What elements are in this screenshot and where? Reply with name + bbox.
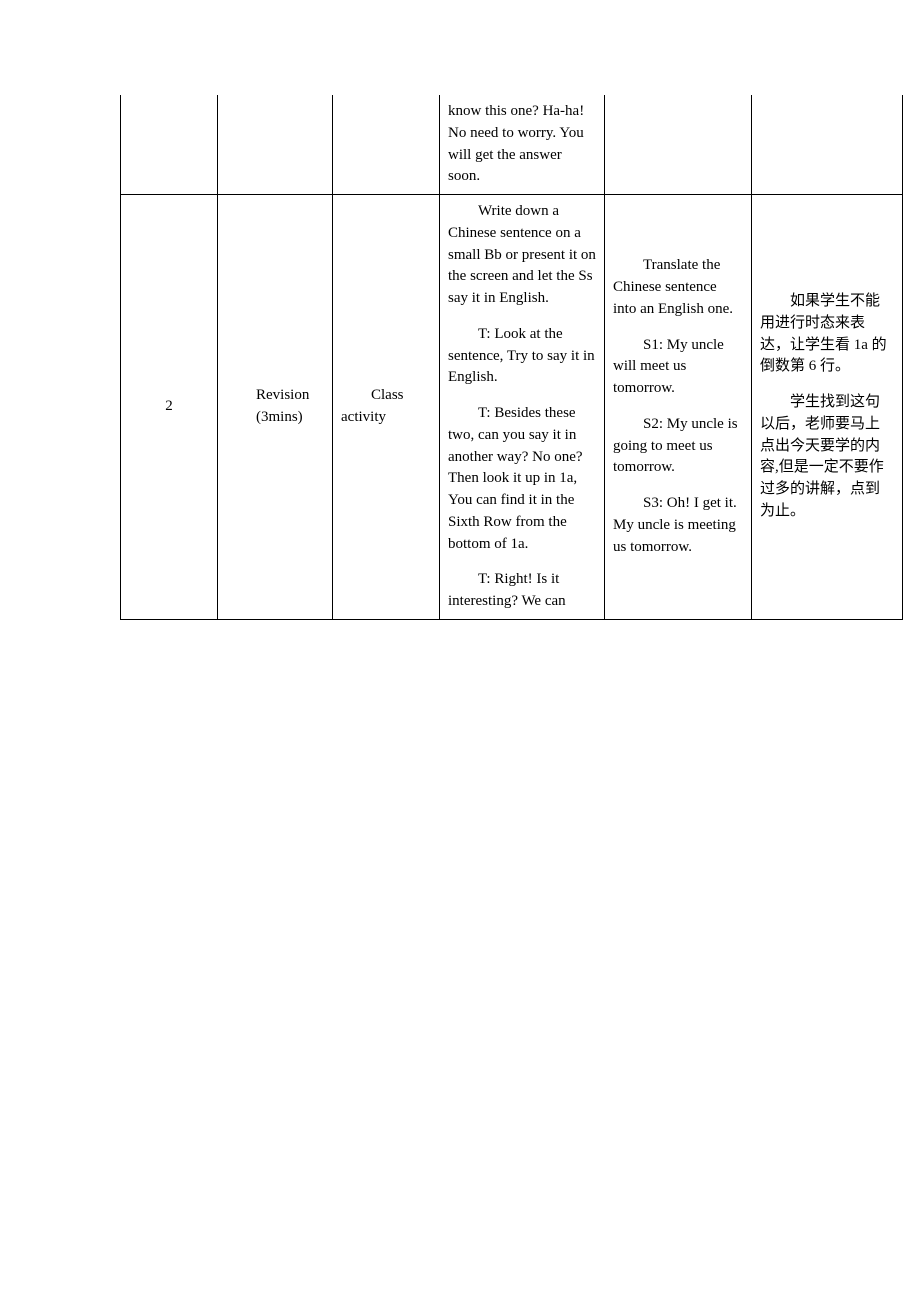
cell-remarks — [752, 95, 903, 195]
lesson-plan-table: know this one? Ha-ha! No need to worry. … — [120, 95, 903, 620]
student-para: S1: My uncle will meet us tomorrow. — [613, 335, 743, 400]
teacher-para: T: Right! Is it interesting? We can — [448, 569, 596, 613]
cell-teacher-activity: know this one? Ha-ha! No need to worry. … — [440, 95, 605, 195]
step-duration: (3mins) — [226, 407, 324, 429]
remarks-para: 如果学生不能用进行时态来表达，让学生看 1a 的倒数第 6 行。 — [760, 291, 894, 378]
page-container: know this one? Ha-ha! No need to worry. … — [0, 0, 920, 1302]
step-number: 2 — [165, 398, 173, 414]
cell-teacher-activity: Write down a Chinese sentence on a small… — [440, 195, 605, 620]
table-row: know this one? Ha-ha! No need to worry. … — [121, 95, 903, 195]
teacher-para: Write down a Chinese sentence on a small… — [448, 201, 596, 310]
cell-step-name — [218, 95, 333, 195]
teacher-para: T: Look at the sentence, Try to say it i… — [448, 324, 596, 389]
cell-step-no: 2 — [121, 195, 218, 620]
cell-step-no — [121, 95, 218, 195]
cell-student-activity — [605, 95, 752, 195]
cell-pattern: Class activity — [333, 195, 440, 620]
spacer — [613, 321, 743, 335]
student-para: S3: Oh! I get it. My uncle is meeting us… — [613, 493, 743, 558]
spacer — [613, 400, 743, 414]
step-label: Revision — [226, 385, 324, 407]
cell-remarks: 如果学生不能用进行时态来表达，让学生看 1a 的倒数第 6 行。 学生找到这句以… — [752, 195, 903, 620]
spacer — [448, 555, 596, 569]
student-para: S2: My uncle is going to meet us tomorro… — [613, 414, 743, 479]
cell-step-name: Revision (3mins) — [218, 195, 333, 620]
teacher-para: T: Besides these two, can you say it in … — [448, 403, 596, 555]
teacher-text: know this one? Ha-ha! No need to worry. … — [448, 101, 596, 188]
spacer — [448, 310, 596, 324]
spacer — [760, 378, 894, 392]
remarks-para: 学生找到这句以后，老师要马上点出今天要学的内容,但是一定不要作过多的讲解，点到为… — [760, 392, 894, 523]
cell-student-activity: Translate the Chinese sentence into an E… — [605, 195, 752, 620]
cell-pattern — [333, 95, 440, 195]
pattern-label: Class activity — [341, 385, 431, 429]
spacer — [613, 479, 743, 493]
spacer — [448, 389, 596, 403]
table-row: 2 Revision (3mins) Class activity Write … — [121, 195, 903, 620]
student-para: Translate the Chinese sentence into an E… — [613, 255, 743, 320]
